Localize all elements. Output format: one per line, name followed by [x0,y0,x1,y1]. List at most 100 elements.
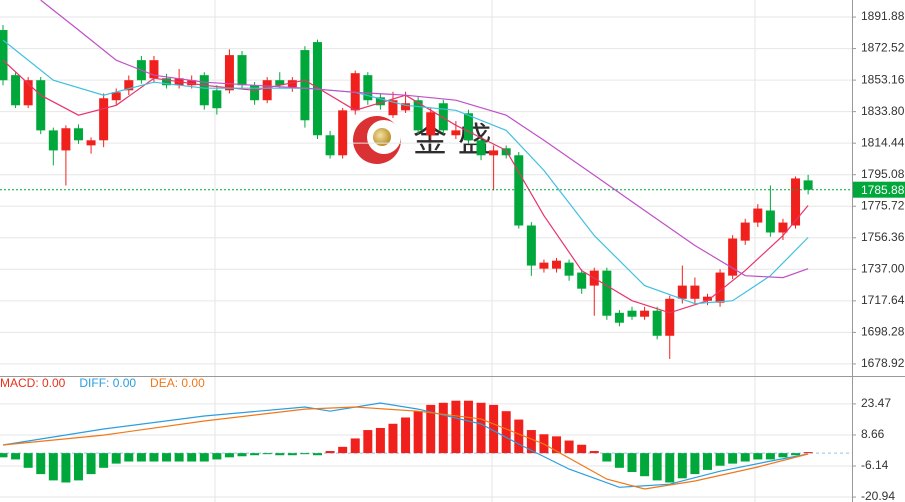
macd-bar [275,453,285,456]
y-tick-label: 1833.80 [861,104,905,118]
candle-body [0,30,8,81]
macd-bar [426,404,436,454]
macd-bar [48,453,58,481]
macd-bar [388,423,398,454]
y-tick-label: 1698.28 [861,325,905,339]
candle-body [677,285,687,299]
candle-body [338,110,348,156]
candle-body [803,180,813,190]
candle-body [61,128,71,151]
candle-body [476,140,486,156]
candle-body [438,103,448,131]
candle-body [413,100,423,131]
macd-bar [728,453,738,464]
candle-body [778,222,788,233]
macd-bar [199,453,209,462]
macd-bar [237,453,247,457]
macd-bar [753,453,763,460]
candle-body [325,135,335,156]
macd-bar [325,451,335,454]
macd-bar [702,453,712,470]
macd-bar [287,453,297,456]
macd-bar [36,453,46,475]
candle-body [99,98,109,141]
macd-bar [313,453,322,456]
candle-body [275,80,285,86]
macd-bar [162,453,172,462]
macd-bar [640,453,650,477]
macd-bar [526,430,536,454]
macd-bar [136,453,146,462]
candle-body [526,225,536,266]
candle-body [199,75,209,106]
macd-bar [690,453,700,475]
legend-entry: DEA: 0.00 [150,376,205,390]
candle-body [552,260,562,269]
macd-bar [589,451,599,454]
macd-bar [262,453,272,455]
macd-bar [86,453,96,475]
candle-body [287,80,297,88]
y-tick-label: 1678.92 [861,356,905,370]
indicator-line [2,39,809,305]
candle-body [665,298,675,336]
y-tick-label: 1737.00 [861,261,905,275]
macd-bar [0,453,8,458]
macd-bar [174,453,184,462]
macd-bar [363,430,373,454]
macd-bar [338,446,348,454]
legend-entry: DIFF: 0.00 [79,376,136,390]
y-tick-label: 1717.64 [861,293,905,307]
macd-bar [652,453,662,481]
y-tick-label: 1795.08 [861,167,905,181]
candle-body [791,178,801,226]
y-tick-label: 8.66 [861,427,885,441]
candle-body [300,50,310,121]
macd-plot [0,400,852,498]
candle-body [224,55,234,91]
candle-body [187,80,197,86]
candle-body [501,148,511,156]
candle-body [740,222,750,241]
candle-body [162,78,172,86]
y-tick-label: -20.94 [861,489,895,502]
macd-bar [124,453,134,462]
macd-bar [677,453,687,479]
candle-body [11,75,21,106]
candle-body [375,97,385,106]
candle-body [388,100,398,116]
y-tick-label: 1756.36 [861,230,905,244]
y-tick-label: 1891.88 [861,9,905,23]
candle-body [451,130,461,136]
y-tick-label: 1853.16 [861,72,905,86]
macd-bar [451,400,461,454]
macd-bar [300,453,310,455]
candle-body [514,155,524,226]
macd-bar [99,453,109,468]
macd-bar [149,453,159,462]
macd-bar [803,452,813,454]
macd-bar [552,436,562,454]
candle-body [728,238,738,276]
candle-body [124,80,134,91]
indicator-line [40,0,809,279]
macd-bar [23,453,33,468]
macd-bar [577,444,587,454]
y-tick-label: 1814.44 [861,135,905,149]
macd-bar [740,453,750,462]
candle-body [765,210,775,233]
candle-body [463,113,473,141]
candle-body [614,312,624,323]
macd-bar [212,453,222,460]
legend-entry: MACD: 0.00 [0,376,66,390]
candle-body [48,130,58,151]
y-tick-label: -6.14 [861,458,889,472]
macd-bar [765,453,775,460]
candle-body [111,92,121,101]
macd-bar [489,404,499,454]
indicator-line [2,406,809,490]
macd-bar [564,440,574,454]
y-tick-label: 23.47 [861,396,891,410]
candle-body [86,140,96,146]
